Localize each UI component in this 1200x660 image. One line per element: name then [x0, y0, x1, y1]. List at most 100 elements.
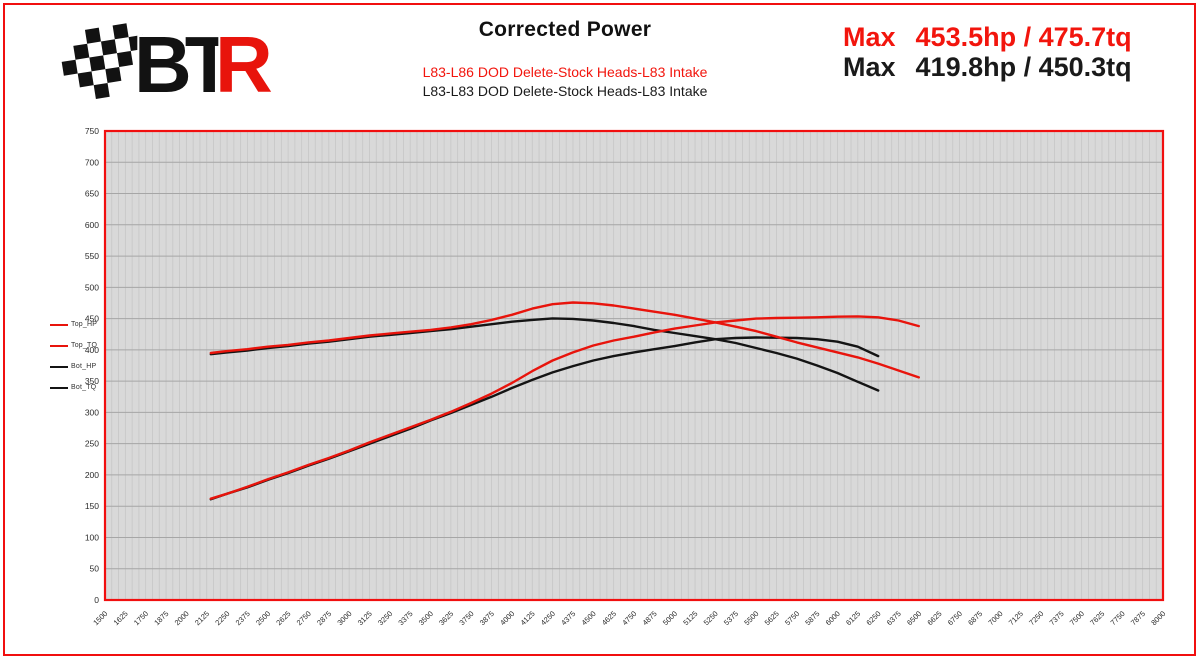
- x-axis-tick-label: 3000: [335, 609, 353, 627]
- y-axis-tick-label: 400: [85, 345, 99, 355]
- x-axis-tick-label: 6875: [966, 609, 984, 627]
- legend-label: Top_HP: [71, 321, 98, 328]
- x-axis-tick-label: 5625: [763, 609, 781, 627]
- plot-frame: [103, 129, 1165, 602]
- x-axis-tick-label: 8000: [1149, 609, 1167, 627]
- y-axis-tick-label: 650: [85, 189, 99, 199]
- x-axis-tick-label: 4250: [539, 609, 557, 627]
- x-axis-tick-label: 6625: [925, 609, 943, 627]
- bot-tq-line-swatch-icon: [50, 386, 68, 389]
- x-axis-tick-label: 2625: [274, 609, 292, 627]
- title-block: Corrected Power L83-L86 DOD Delete-Stock…: [315, 18, 815, 99]
- y-axis-tick-label: 150: [85, 501, 99, 511]
- y-axis-tick-label: 50: [90, 564, 100, 574]
- x-axis-tick-label: 5250: [702, 609, 720, 627]
- y-axis-tick-label: 550: [85, 251, 99, 261]
- x-axis-tick-label: 6375: [885, 609, 903, 627]
- x-axis-tick-label: 1875: [152, 609, 170, 627]
- chart-legend: Top_HP Top_TQ Bot_HP Bot_TQ: [50, 314, 97, 398]
- y-axis-tick-label: 0: [94, 595, 99, 605]
- x-axis-tick-label: 6250: [864, 609, 882, 627]
- x-axis-tick-label: 5875: [803, 609, 821, 627]
- x-axis-tick-label: 6750: [946, 609, 964, 627]
- x-axis-tick-label: 7875: [1129, 609, 1147, 627]
- x-axis-tick-label: 5500: [742, 609, 760, 627]
- x-axis-tick-label: 4000: [498, 609, 516, 627]
- x-axis-tick-label: 2250: [213, 609, 231, 627]
- x-axis-tick-label: 2750: [295, 609, 313, 627]
- x-axis-tick-label: 2875: [315, 609, 333, 627]
- x-axis-tick-label: 6500: [905, 609, 923, 627]
- max-label-red: Max: [843, 22, 896, 52]
- x-axis-tick-label: 7375: [1048, 609, 1066, 627]
- x-axis-tick-label: 7125: [1007, 609, 1025, 627]
- max-value-red: 453.5hp / 475.7tq: [915, 22, 1132, 52]
- max-readouts: Max 453.5hp / 475.7tq Max 419.8hp / 450.3t…: [843, 22, 1183, 82]
- legend-label: Bot_HP: [71, 363, 97, 370]
- x-axis-tick-label: 7750: [1109, 609, 1127, 627]
- x-axis-tick-label: 5750: [783, 609, 801, 627]
- legend-item-top-tq: Top_TQ: [50, 335, 97, 356]
- x-axis-tick-label: 3875: [478, 609, 496, 627]
- x-axis-tick-label: 6125: [844, 609, 862, 627]
- y-axis-tick-label: 450: [85, 314, 99, 324]
- btr-logo: BT R: [61, 18, 275, 108]
- y-axis-tick-label: 600: [85, 220, 99, 230]
- legend-item-bot-tq: Bot_TQ: [50, 377, 97, 398]
- x-axis-tick-label: 2000: [173, 609, 191, 627]
- x-axis-tick-label: 3125: [356, 609, 374, 627]
- x-axis-tick-label: 2500: [254, 609, 272, 627]
- x-axis-tick-label: 4375: [559, 609, 577, 627]
- top-hp-line-swatch-icon: [50, 323, 68, 326]
- x-axis-tick-label: 5000: [661, 609, 679, 627]
- x-axis-tick-label: 3625: [437, 609, 455, 627]
- max-label-black: Max: [843, 52, 896, 82]
- x-axis-tick-label: 4125: [519, 609, 537, 627]
- checkered-flag-icon: [61, 23, 145, 99]
- x-axis-tick-label: 3500: [417, 609, 435, 627]
- x-axis-tick-label: 5125: [681, 609, 699, 627]
- series-line-top_tq: [209, 301, 920, 379]
- y-axis-tick-label: 250: [85, 439, 99, 449]
- chart-title: Corrected Power: [478, 18, 652, 41]
- legend-item-top-hp: Top_HP: [50, 314, 97, 335]
- y-axis-tick-label: 300: [85, 407, 99, 417]
- y-axis-tick-label: 200: [85, 470, 99, 480]
- x-axis-tick-label: 1500: [91, 609, 109, 627]
- x-axis-tick-label: 2375: [234, 609, 252, 627]
- max-value-black: 419.8hp / 450.3tq: [915, 52, 1132, 82]
- x-axis-tick-label: 4750: [620, 609, 638, 627]
- logo-text-bt: BT: [134, 20, 234, 108]
- x-axis-tick-label: 3375: [396, 609, 414, 627]
- x-axis-tick-label: 3750: [457, 609, 475, 627]
- y-axis-tick-label: 750: [85, 126, 99, 136]
- x-axis-tick-label: 3250: [376, 609, 394, 627]
- top-tq-line-swatch-icon: [50, 344, 68, 347]
- x-axis-tick-label: 1750: [132, 609, 150, 627]
- bot-hp-line-swatch-icon: [50, 365, 68, 368]
- x-axis-tick-label: 7500: [1068, 609, 1086, 627]
- x-axis-tick-label: 4500: [580, 609, 598, 627]
- x-axis-tick-label: 7250: [1027, 609, 1045, 627]
- logo-text-r: R: [215, 20, 273, 108]
- x-axis-tick-label: 5375: [722, 609, 740, 627]
- x-axis-tick-label: 7625: [1088, 609, 1106, 627]
- legend-label: Top_TQ: [71, 342, 98, 349]
- y-axis-tick-label: 350: [85, 376, 99, 386]
- x-axis-tick-label: 7000: [986, 609, 1004, 627]
- x-axis-tick-label: 4875: [641, 609, 659, 627]
- series-line-top_hp: [209, 315, 920, 500]
- x-axis-tick-label: 1625: [112, 609, 130, 627]
- legend-item-bot-hp: Bot_HP: [50, 356, 97, 377]
- subtitle-bottom-run: L83-L83 DOD Delete-Stock Heads-L83 Intak…: [422, 83, 708, 99]
- y-axis-tick-label: 500: [85, 282, 99, 292]
- max-readout-top-run: Max 453.5hp / 475.7tq: [843, 22, 1183, 52]
- y-axis-tick-label: 700: [85, 157, 99, 167]
- x-axis-tick-label: 2125: [193, 609, 211, 627]
- y-axis-tick-label: 100: [85, 532, 99, 542]
- subtitle-top-run: L83-L86 DOD Delete-Stock Heads-L83 Intak…: [422, 64, 708, 80]
- max-readout-bottom-run: Max 419.8hp / 450.3tq: [843, 52, 1183, 82]
- legend-label: Bot_TQ: [71, 384, 97, 391]
